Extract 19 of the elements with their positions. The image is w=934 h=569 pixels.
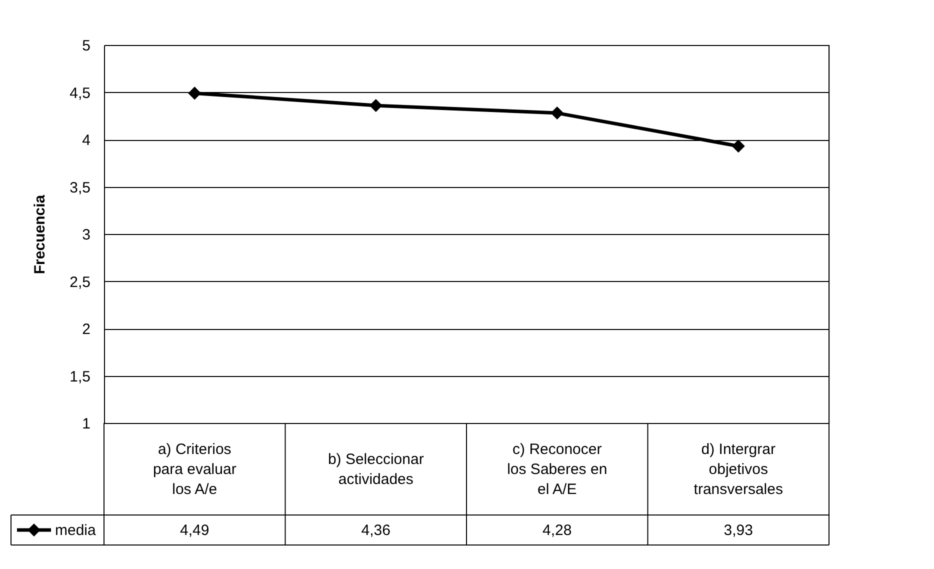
legend-label: media <box>55 522 97 539</box>
y-tick-label: 2 <box>82 321 90 338</box>
x-tick-label: c) Reconocer los Saberes en el A/E <box>507 441 608 498</box>
y-tick-label: 2,5 <box>70 274 90 291</box>
y-tick-label: 3,5 <box>70 179 90 196</box>
x-tick-label: a) Criterios para evaluar los A/e <box>152 441 236 498</box>
y-tick-label: 1 <box>82 416 90 432</box>
data-label: 3,93 <box>724 522 753 539</box>
data-label: 4,28 <box>542 522 572 539</box>
data-label: 4,36 <box>361 522 390 539</box>
y-axis-title: Frecuencia <box>32 194 49 274</box>
y-tick-label: 5 <box>82 38 90 54</box>
x-tick-label: b) Seleccionar actividades <box>328 451 424 488</box>
data-label: 4,49 <box>180 522 210 539</box>
y-tick-label: 1,5 <box>70 368 90 386</box>
y-tick-label: 4 <box>82 132 90 149</box>
x-tick-label: d) Intergrar objetivos transversales <box>694 441 783 498</box>
y-tick-label: 3 <box>82 226 90 244</box>
y-tick-label: 4,5 <box>70 84 90 102</box>
